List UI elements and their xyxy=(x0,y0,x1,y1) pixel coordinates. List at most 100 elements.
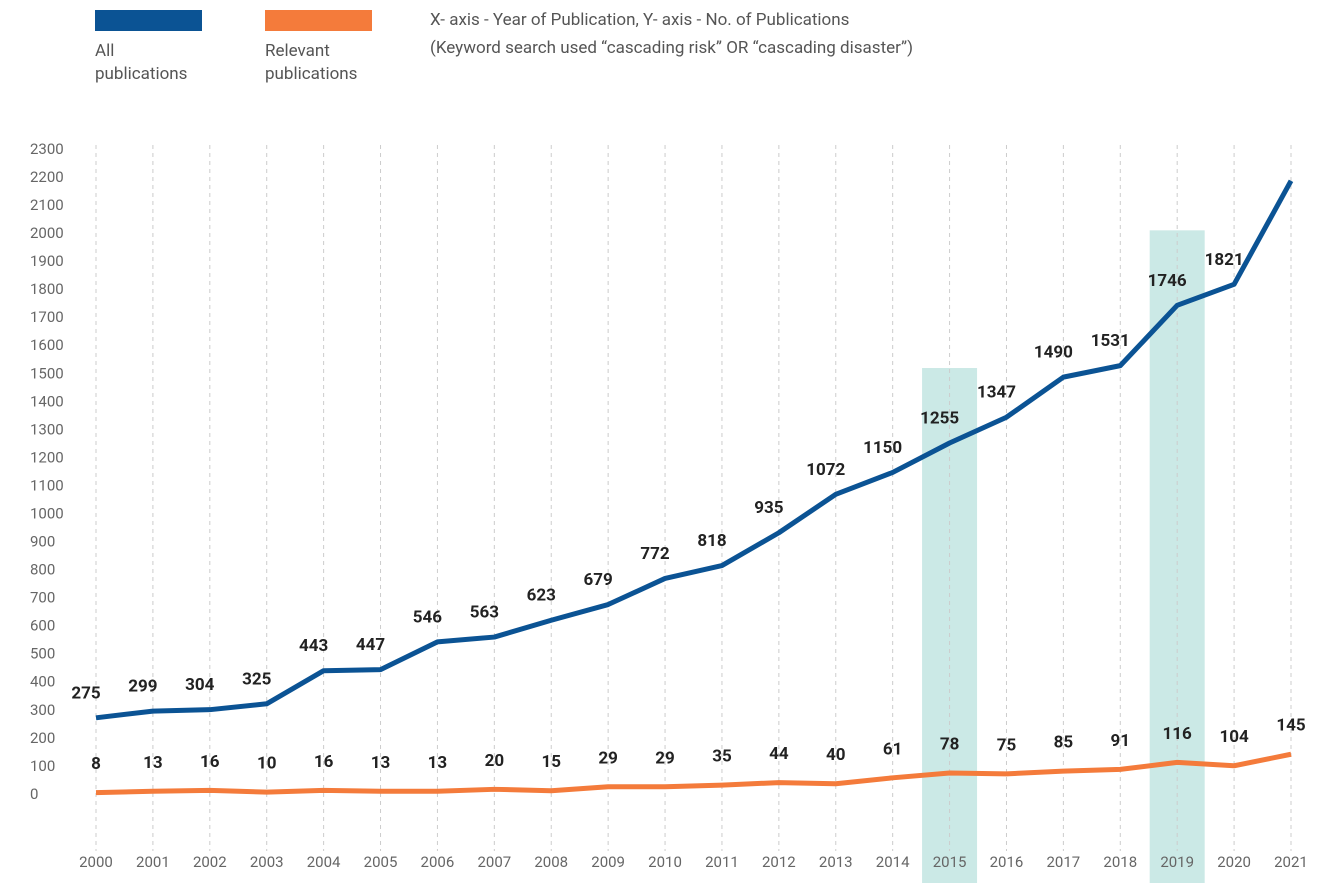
data-label: 1531 xyxy=(1091,331,1130,351)
y-tick-label: 2200 xyxy=(30,168,64,186)
x-tick-label: 2017 xyxy=(1047,853,1081,871)
x-tick-label: 2001 xyxy=(136,853,170,871)
x-tick-label: 2005 xyxy=(364,853,398,871)
data-label: 1347 xyxy=(977,383,1016,403)
data-label: 116 xyxy=(1163,724,1193,744)
x-tick-label: 2003 xyxy=(250,853,284,871)
x-tick-label: 2002 xyxy=(193,853,227,871)
x-tick-label: 2008 xyxy=(534,853,568,871)
legend-swatch xyxy=(95,10,202,31)
data-label: 29 xyxy=(598,748,618,768)
data-label: 1072 xyxy=(806,460,845,480)
data-label: 15 xyxy=(541,752,561,772)
data-label: 679 xyxy=(584,570,613,590)
y-tick-label: 1700 xyxy=(30,308,64,326)
x-tick-label: 2015 xyxy=(933,853,967,871)
data-label: 91 xyxy=(1111,731,1131,751)
y-tick-label: 2100 xyxy=(30,196,64,214)
x-tick-label: 2010 xyxy=(648,853,682,871)
data-label: 299 xyxy=(128,677,157,697)
data-label: 304 xyxy=(185,675,215,695)
data-label: 75 xyxy=(997,735,1017,755)
data-label: 13 xyxy=(371,753,391,773)
y-tick-label: 1800 xyxy=(30,280,64,298)
y-tick-label: 300 xyxy=(30,701,55,719)
note: X- axis - Year of Publication, Y- axis -… xyxy=(430,10,850,30)
y-tick-label: 900 xyxy=(30,533,55,551)
y-tick-label: 500 xyxy=(30,645,55,663)
y-tick-label: 200 xyxy=(30,729,55,747)
y-tick-label: 1200 xyxy=(30,448,64,466)
x-tick-label: 2013 xyxy=(819,853,853,871)
y-tick-label: 2300 xyxy=(30,140,64,158)
data-label: 325 xyxy=(242,669,272,689)
x-tick-label: 2019 xyxy=(1160,853,1194,871)
x-tick-label: 2000 xyxy=(79,853,113,871)
series-line xyxy=(95,179,1294,721)
data-label: 40 xyxy=(826,745,846,765)
x-tick-label: 2016 xyxy=(990,853,1024,871)
y-tick-label: 1500 xyxy=(30,364,64,382)
data-label: 818 xyxy=(697,531,726,551)
data-label: 772 xyxy=(640,544,670,564)
y-tick-label: 1300 xyxy=(30,420,64,438)
data-label: 44 xyxy=(769,744,789,764)
data-label: 61 xyxy=(883,739,903,759)
data-label: 563 xyxy=(470,603,499,623)
data-label: 104 xyxy=(1219,727,1249,747)
data-label: 78 xyxy=(940,735,960,755)
y-tick-label: 2000 xyxy=(30,224,64,242)
legend-label: All publications xyxy=(95,41,188,84)
legend-label: Relevant publications xyxy=(265,41,358,84)
x-tick-label: 2004 xyxy=(307,853,341,871)
legend-item: All publications xyxy=(95,10,205,86)
y-tick-label: 0 xyxy=(30,785,38,803)
x-tick-label: 2014 xyxy=(876,853,910,871)
x-tick-label: 2007 xyxy=(477,853,511,871)
x-tick-label: 2018 xyxy=(1103,853,1137,871)
y-tick-label: 1900 xyxy=(30,252,64,270)
data-label: 1150 xyxy=(863,438,902,458)
y-tick-label: 1000 xyxy=(30,504,64,522)
x-tick-label: 2012 xyxy=(762,853,796,871)
y-tick-label: 600 xyxy=(30,617,55,635)
data-label: 1746 xyxy=(1148,271,1187,291)
data-label: 546 xyxy=(413,607,443,627)
data-label: 35 xyxy=(712,747,732,767)
x-tick-label: 2011 xyxy=(705,853,739,871)
x-tick-label: 2006 xyxy=(421,853,455,871)
y-tick-label: 400 xyxy=(30,673,55,691)
x-tick-label: 2021 xyxy=(1274,853,1308,871)
data-label: 16 xyxy=(200,752,220,772)
legend-item: Relevant publications xyxy=(265,10,375,86)
series-line xyxy=(95,751,1292,796)
y-tick-label: 1400 xyxy=(30,392,64,410)
data-label: 1821 xyxy=(1205,250,1244,270)
y-tick-label: 700 xyxy=(30,589,55,607)
y-tick-label: 800 xyxy=(30,561,55,579)
data-label: 1490 xyxy=(1034,343,1073,363)
data-label: 29 xyxy=(655,748,675,768)
data-label: 13 xyxy=(143,753,163,773)
y-tick-label: 1600 xyxy=(30,336,64,354)
legend-swatch xyxy=(265,10,372,31)
data-label: 10 xyxy=(257,754,277,774)
notes: X- axis - Year of Publication, Y- axis -… xyxy=(430,6,913,62)
data-label: 145 xyxy=(1276,716,1306,736)
data-label: 443 xyxy=(299,636,328,656)
data-label: 1255 xyxy=(920,409,959,429)
x-tick-label: 2020 xyxy=(1217,853,1251,871)
y-tick-label: 100 xyxy=(30,757,55,775)
data-label: 85 xyxy=(1054,733,1074,753)
data-label: 13 xyxy=(428,753,448,773)
x-tick-label: 2009 xyxy=(591,853,625,871)
data-label: 20 xyxy=(485,751,505,771)
data-label: 935 xyxy=(754,498,784,518)
y-tick-label: 1100 xyxy=(30,476,64,494)
note: (Keyword search used “cascading risk” OR… xyxy=(430,38,914,58)
data-label: 16 xyxy=(314,752,334,772)
data-label: 623 xyxy=(527,586,556,606)
data-label: 447 xyxy=(356,635,386,655)
